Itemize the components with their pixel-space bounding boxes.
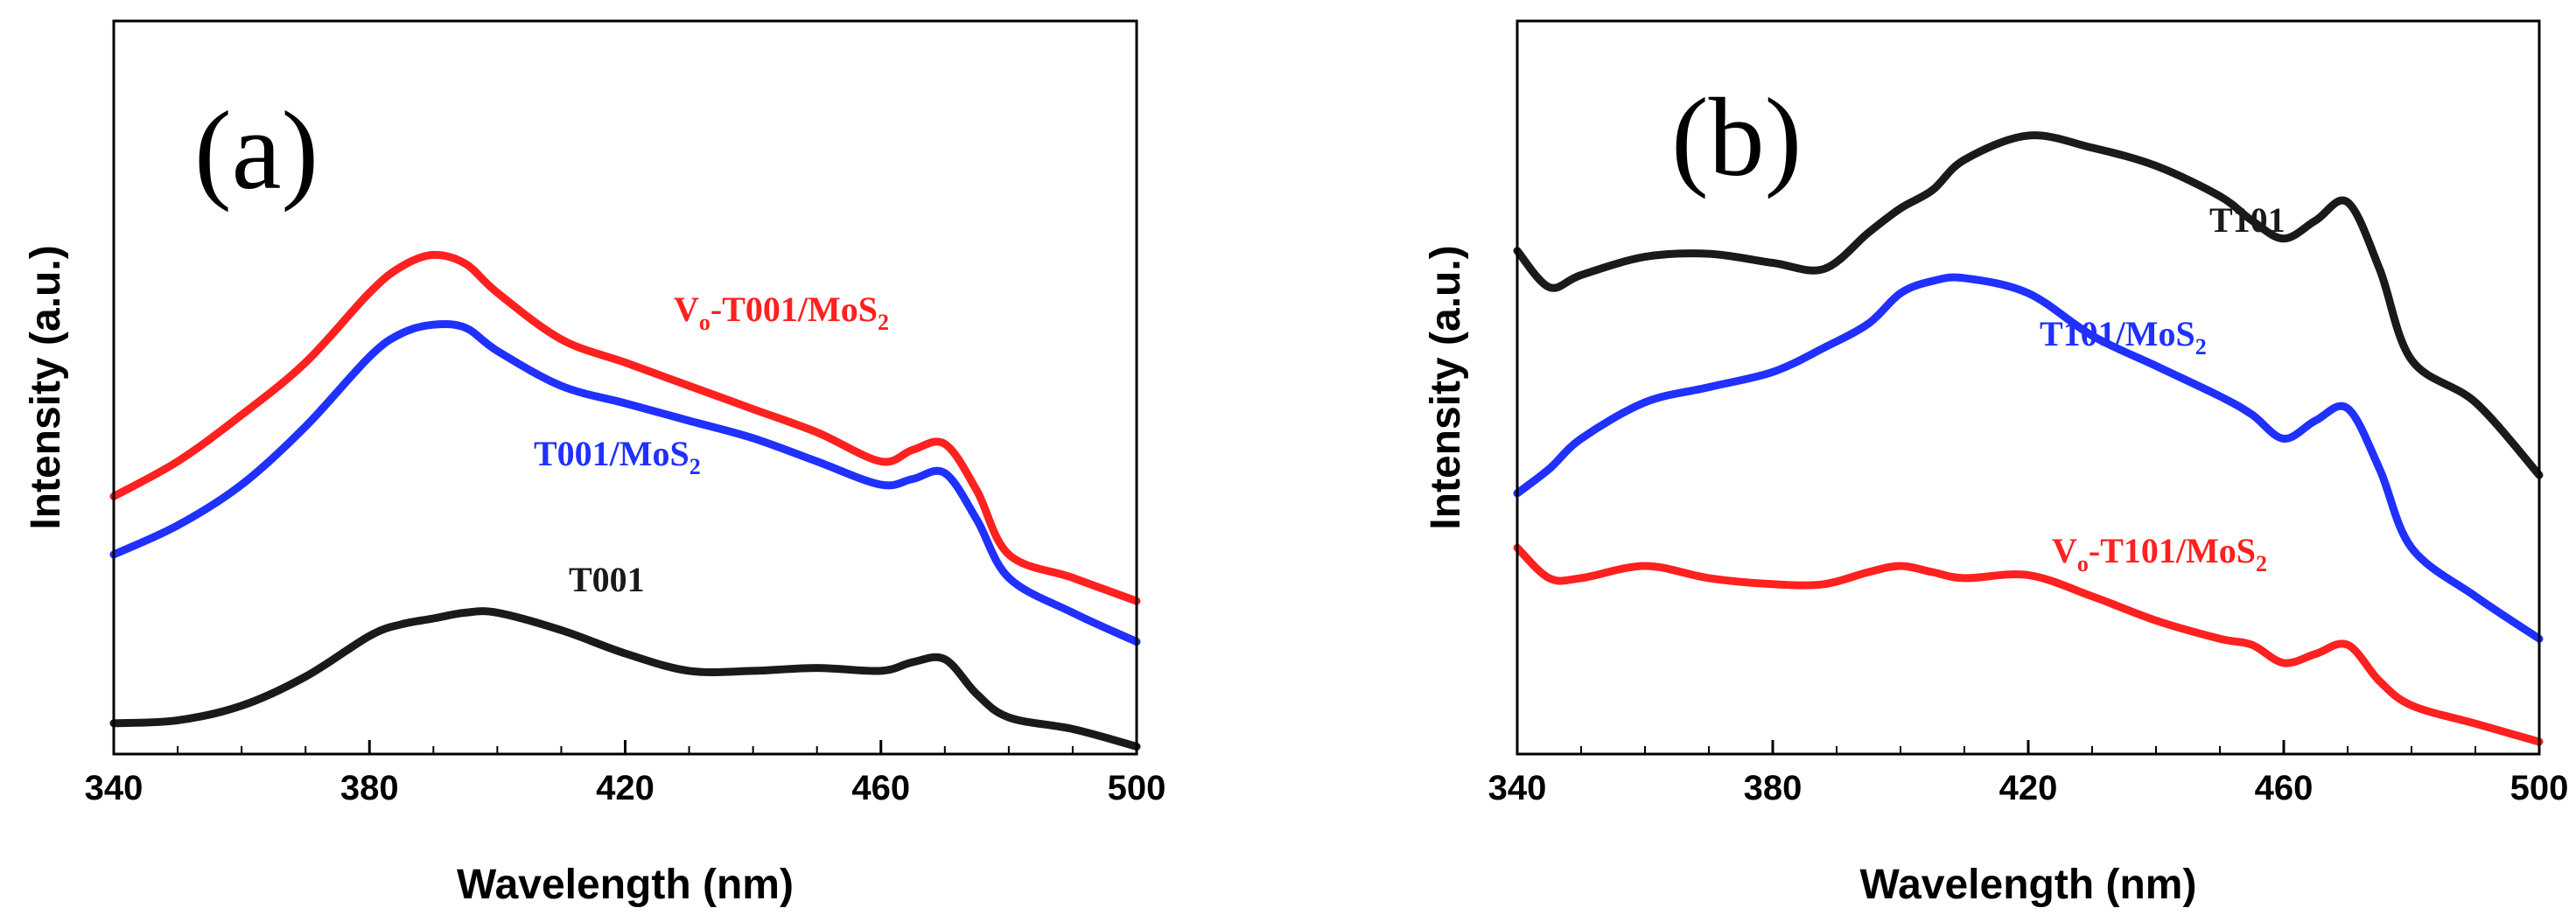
panel-a: 340 380 420 460 500 Wavelength (nm) Intensity … — [23, 19, 1166, 908]
y-axis-title: Intensity (a.u.) — [1423, 245, 1469, 529]
series-line-vo-t101-mos2 — [1513, 543, 2544, 746]
series-label-vo-t001-mos2: Vo-T001/MoS2 — [674, 290, 889, 335]
panel-label: (a) — [194, 88, 318, 213]
x-tick-label: 380 — [1744, 769, 1802, 807]
series-line-t101 — [1513, 131, 2544, 479]
label-text: T001/MoS — [534, 434, 690, 473]
series-line-t101-mos2 — [1513, 273, 2544, 643]
series-label-t101-mos2: T101/MoS2 — [2040, 314, 2207, 360]
x-tick-label: 420 — [1999, 769, 2058, 807]
series-line-t001-mos2 — [109, 319, 1141, 646]
x-tick-label: 380 — [340, 769, 399, 807]
x-tick-label: 340 — [85, 769, 144, 807]
x-tick-label: 500 — [2510, 769, 2569, 807]
label-text: V — [674, 290, 699, 329]
label-text: V — [2052, 531, 2077, 570]
x-tick-label: 500 — [1108, 769, 1166, 807]
label-subscript: o — [2077, 551, 2089, 576]
series-line-vo-t001-mos2 — [109, 250, 1141, 605]
series-label-vo-t101-mos2: Vo-T101/MoS2 — [2052, 531, 2267, 576]
label-text: T001 — [569, 560, 645, 599]
label-text: -T101/MoS — [2089, 531, 2256, 570]
label-subscript: 2 — [2195, 334, 2207, 360]
label-text: T101 — [2209, 200, 2286, 240]
x-tick-label: 460 — [851, 769, 910, 807]
x-tick-label: 420 — [596, 769, 654, 807]
label-subscript: o — [699, 310, 710, 335]
label-text: -T001/MoS — [710, 290, 878, 329]
y-axis-title: Intensity (a.u.) — [23, 245, 69, 529]
x-axis-title: Wavelength (nm) — [1860, 862, 2197, 908]
x-axis-title: Wavelength (nm) — [457, 862, 794, 908]
series-line-t001 — [109, 607, 1141, 751]
panel-label: (b) — [1671, 75, 1802, 199]
series-label-t101: T101 — [2209, 200, 2286, 240]
label-subscript: 2 — [2256, 551, 2267, 576]
x-tick-label: 460 — [2255, 769, 2314, 807]
x-tick-label: 340 — [1488, 769, 1547, 807]
series-label-t001-mos2: T001/MoS2 — [534, 434, 701, 479]
label-text: T101/MoS — [2040, 314, 2195, 353]
panel-b: 340 380 420 460 500 Wavelength (nm) Intensity … — [1423, 19, 2569, 908]
label-subscript: 2 — [878, 310, 889, 335]
series-label-t001: T001 — [569, 560, 645, 599]
label-subscript: 2 — [690, 454, 701, 479]
